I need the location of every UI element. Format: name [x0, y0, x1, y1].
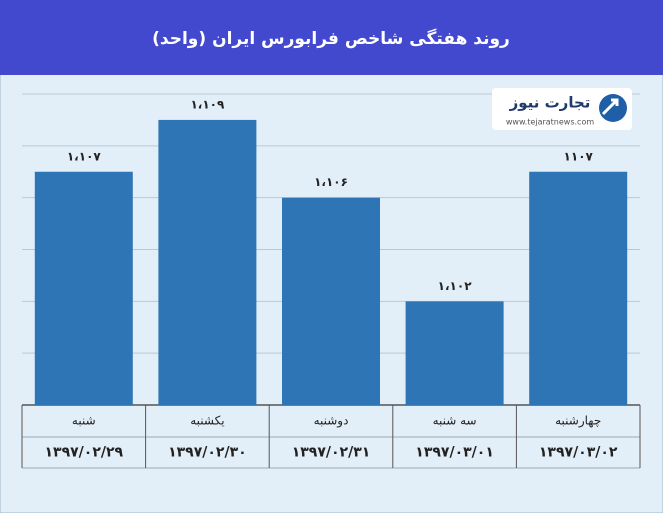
bar: [158, 119, 257, 406]
value-label: ۱،۱۰۲: [438, 279, 473, 293]
value-label: ۱،۱۰۶: [314, 175, 348, 189]
logo-url: www.tejaratnews.com: [506, 118, 594, 127]
x-tick-label: یکشنبه: [190, 414, 224, 428]
bar: [34, 171, 133, 405]
x-tick-label: سه شنبه: [433, 414, 477, 428]
logo-icon: [599, 94, 627, 122]
value-label: ۱،۱۰۹: [190, 97, 225, 111]
value-label: ۱،۱۰۷: [67, 149, 102, 163]
x-tick-label: چهارشنبه: [555, 414, 601, 429]
logo: تجارت نیوز www.tejaratnews.com: [492, 88, 632, 130]
header: [0, 0, 663, 75]
bar: [405, 301, 504, 405]
logo-name: تجارت نیوز: [509, 94, 591, 112]
bar: [282, 197, 380, 405]
logo-arrow: [601, 98, 619, 116]
x-tick-label: دوشنبه: [314, 414, 349, 429]
date-label: ۱۳۹۷/۰۲/۳۱: [292, 445, 371, 461]
date-label: ۱۳۹۷/۰۳/۰۲: [539, 445, 618, 461]
date-label: ۱۳۹۷/۰۳/۰۱: [415, 445, 494, 461]
x-tick-label: شنبه: [72, 414, 96, 428]
date-label: ۱۳۹۷/۰۲/۲۹: [45, 445, 124, 461]
date-label: ۱۳۹۷/۰۲/۳۰: [168, 445, 247, 461]
chart-title: روند هفتگی شاخص فرابورس ایران (واحد): [152, 28, 510, 49]
logo-box: [492, 88, 632, 130]
value-label: ۱۱۰۷: [564, 149, 594, 163]
bar: [529, 171, 628, 405]
